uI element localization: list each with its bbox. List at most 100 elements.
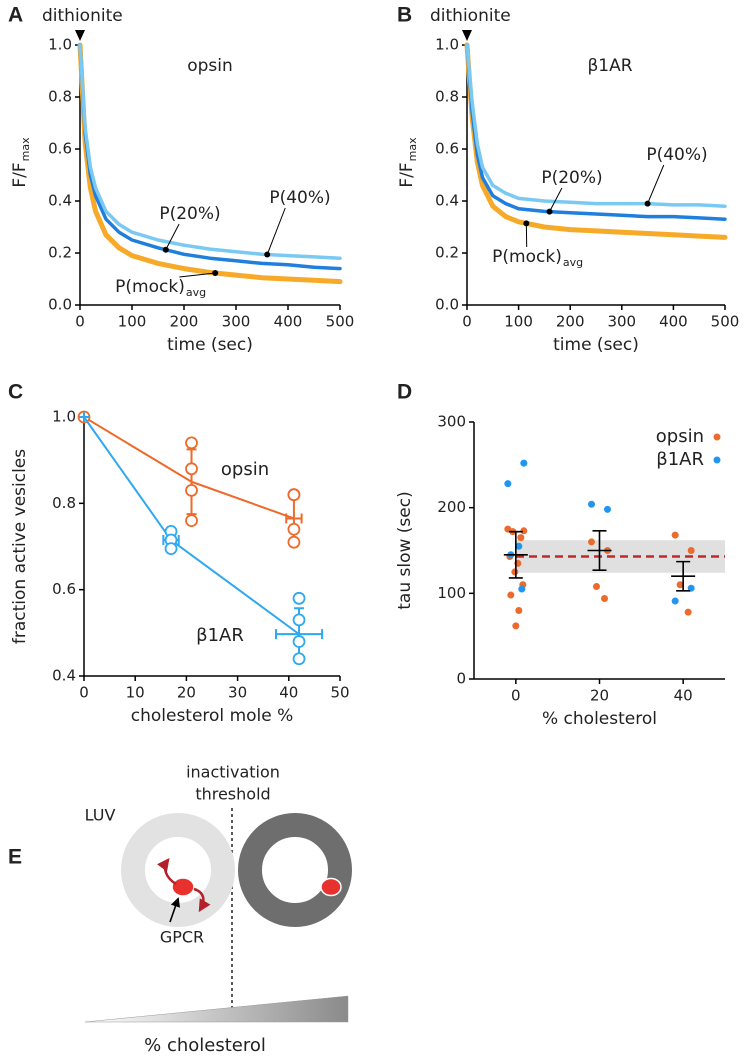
series-label-sub: avg [563, 256, 583, 269]
series-line [465, 43, 727, 221]
panel-letter: D [397, 381, 412, 404]
y-axis-label-sub: max [19, 137, 32, 161]
y-tick-label: 100 [437, 584, 466, 602]
vesicle [238, 813, 352, 927]
x-axis-label: time (sec) [167, 335, 253, 355]
legend-label: opsin [656, 426, 704, 447]
x-tick-label: 300 [222, 313, 251, 331]
diagram: E inactivation threshold LUV GPCR % chol… [8, 763, 352, 1056]
x-tick-label: 0 [462, 313, 472, 331]
legend-dot [713, 433, 721, 441]
x-tick-label: 0 [511, 687, 521, 705]
y-axis-label-sub: max [406, 137, 419, 161]
data-point [684, 608, 692, 616]
error-bar [676, 560, 691, 592]
data-point [687, 547, 695, 554]
x-tick-label: 20 [177, 684, 196, 702]
callout-dot [546, 208, 553, 215]
data-point [507, 591, 515, 599]
y-tick-label: 0.6 [52, 580, 76, 598]
gpcr [320, 877, 342, 897]
callout-line [165, 223, 180, 250]
data-point [287, 522, 301, 536]
y-tick-label: 1.0 [435, 36, 459, 54]
x-tick-label: 100 [118, 313, 147, 331]
data-point [518, 585, 526, 593]
y-tick-label: 0.4 [52, 667, 76, 685]
data-point [588, 500, 595, 508]
data-point [676, 581, 684, 589]
data-point [515, 606, 523, 614]
series-line [77, 42, 343, 285]
y-tick-label: 0.2 [435, 244, 459, 262]
marker-triangle [462, 30, 472, 41]
data-point [185, 483, 198, 497]
data-point [601, 594, 608, 602]
x-tick-label: 40 [279, 684, 298, 702]
callout-line [179, 272, 216, 278]
data-point [593, 582, 600, 590]
x-tick-label: 0 [75, 313, 85, 331]
data-point [517, 534, 525, 542]
data-point [604, 505, 611, 513]
x-tick-label: 300 [607, 313, 636, 331]
annotation: opsin [187, 56, 233, 76]
callout-dot [644, 200, 651, 207]
series-label: P(mock) [115, 277, 185, 297]
error-bar [592, 529, 607, 572]
data-point [164, 542, 178, 556]
x-tick-label: 200 [556, 313, 585, 331]
data-point [504, 480, 512, 488]
x-tick-label: 500 [326, 313, 355, 331]
y-tick-label: 0.8 [52, 494, 76, 512]
y-tick-label: 0 [456, 670, 466, 688]
series-label: opsin [221, 459, 269, 480]
y-tick-label: 0.4 [48, 192, 72, 210]
x-tick-label: 40 [674, 687, 693, 705]
data-point [687, 584, 695, 592]
series-label-sub: avg [186, 286, 206, 299]
callout-line [647, 164, 665, 204]
y-tick-label: 0.8 [48, 88, 72, 106]
data-point [185, 462, 198, 476]
x-tick-label: 0 [79, 684, 89, 702]
series-line [78, 43, 342, 260]
y-axis-label: tau slow (sec) [395, 491, 415, 609]
data-point [287, 488, 301, 502]
y-tick-label: 200 [437, 498, 466, 516]
series-line [465, 43, 727, 208]
x-tick-label: 100 [504, 313, 533, 331]
protein-label: GPCR [160, 928, 204, 947]
callout-line [266, 207, 286, 255]
error-bar-x [285, 513, 303, 524]
panel-letter: C [8, 381, 23, 404]
series-label: P(40%) [646, 145, 707, 165]
threshold-label: threshold [195, 785, 270, 804]
motion-arrow [157, 857, 177, 886]
y-tick-label: 1.0 [48, 36, 72, 54]
x-tick-label: 400 [659, 313, 688, 331]
x-axis-label: time (sec) [553, 335, 639, 355]
gradient-label: % cholesterol [144, 1035, 266, 1056]
marker-triangle [75, 30, 85, 41]
x-tick-label: 50 [330, 684, 349, 702]
data-point [512, 622, 520, 630]
data-point [520, 527, 528, 535]
y-tick-label: 0.4 [435, 192, 459, 210]
series-label: β1AR [196, 625, 244, 646]
x-tick-label: 500 [711, 313, 740, 331]
y-tick-label: 300 [437, 413, 466, 431]
callout-dot [212, 270, 219, 277]
callout-dot [264, 251, 271, 258]
gpcr [171, 877, 195, 897]
data-point [588, 538, 595, 546]
x-tick-label: 400 [274, 313, 303, 331]
data-point [292, 591, 306, 605]
y-tick-label: 0.8 [435, 88, 459, 106]
vesicle [121, 813, 235, 927]
y-tick-label: 0.2 [48, 244, 72, 262]
callout-dot [162, 246, 169, 253]
legend-label: β1AR [656, 449, 704, 470]
y-axis-label: fraction active vesicles [10, 449, 30, 644]
